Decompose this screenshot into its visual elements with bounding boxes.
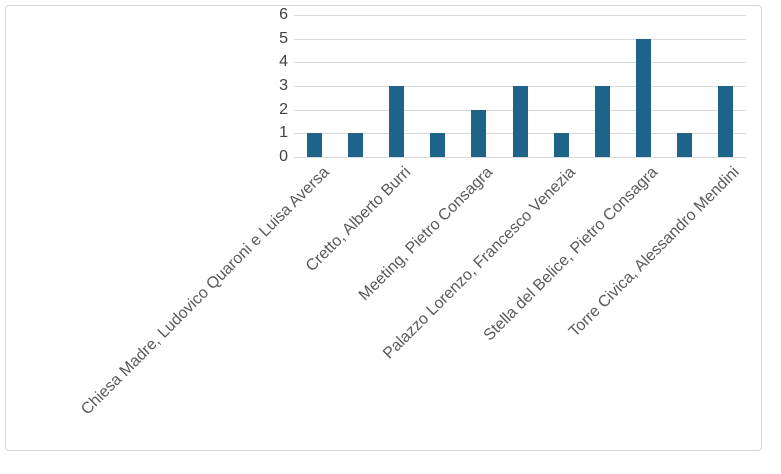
gridline [294,14,746,16]
gridline [294,62,746,64]
gridline [294,157,746,158]
bar [430,133,446,157]
bar [635,38,651,157]
bar [717,85,733,157]
y-tick-label: 6 [279,5,288,23]
bar [471,109,487,157]
bar [307,133,323,157]
y-tick-label: 4 [279,53,288,71]
y-tick-label: 2 [279,100,288,118]
bar [553,133,569,157]
gridline [294,38,746,40]
y-tick-label: 5 [279,29,288,47]
y-tick-label: 3 [279,76,288,94]
y-tick-label: 0 [279,148,288,165]
bar [348,133,364,157]
bar [594,85,610,157]
y-tick-label: 1 [279,124,288,142]
bar [676,133,692,157]
bar [512,85,528,157]
bar [389,85,405,157]
